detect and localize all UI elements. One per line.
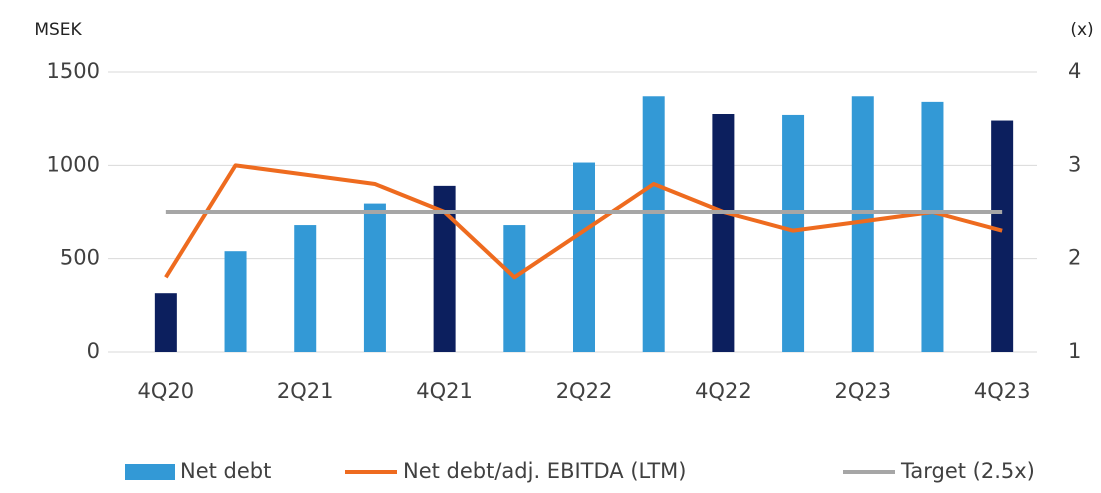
- line-series: [164, 163, 1003, 280]
- x-tick-label: 2Q23: [834, 379, 891, 403]
- x-tick-label: 2Q21: [277, 379, 334, 403]
- x-tick-label: 2Q22: [556, 379, 613, 403]
- bar: [224, 251, 247, 352]
- bar: [573, 162, 595, 352]
- y2-tick-label: 2: [1068, 246, 1081, 270]
- y2-tick-label: 3: [1068, 152, 1081, 176]
- bar: [851, 96, 874, 353]
- bar: [991, 120, 1014, 353]
- y-tick-label: 500: [60, 246, 100, 270]
- bar: [294, 225, 317, 352]
- bar: [433, 185, 456, 352]
- bar: [363, 203, 386, 352]
- y-tick-label: 1000: [47, 152, 100, 176]
- x-tick-label: 4Q23: [974, 379, 1031, 403]
- x-tick-label: 4Q21: [416, 379, 473, 403]
- bar: [642, 96, 665, 353]
- x-tick-label: 4Q22: [695, 379, 752, 403]
- bar: [782, 114, 805, 352]
- y2-axis-label: (x): [1070, 20, 1093, 40]
- bar: [712, 114, 735, 352]
- bar: [154, 293, 177, 352]
- y2-tick-label: 4: [1068, 59, 1081, 83]
- y-tick-label: 0: [87, 339, 100, 363]
- bar: [503, 225, 526, 352]
- y-axis-label: MSEK: [34, 20, 82, 40]
- legend-label: Net debt/adj. EBITDA (LTM): [403, 459, 687, 483]
- legend-label: Target (2.5x): [900, 459, 1035, 483]
- y2-tick-label: 1: [1068, 339, 1081, 363]
- bar: [921, 101, 944, 352]
- legend-label: Net debt: [180, 459, 271, 483]
- legend-swatch: [125, 464, 175, 480]
- x-tick-label: 4Q20: [138, 379, 195, 403]
- y-tick-label: 1500: [47, 59, 100, 83]
